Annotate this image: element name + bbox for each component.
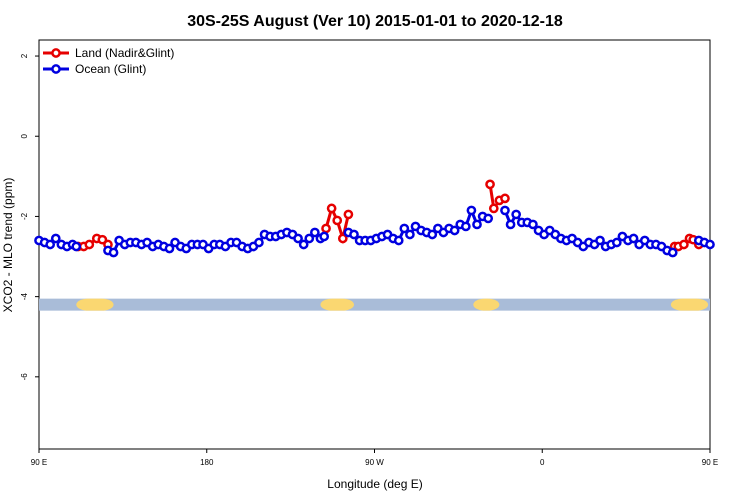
land-band-segment xyxy=(670,298,709,311)
x-axis: 90 E 180 90 W 0 90 E xyxy=(31,449,718,467)
data-point xyxy=(460,221,471,232)
land-band-segment xyxy=(76,298,114,311)
data-point xyxy=(500,193,510,204)
data-point xyxy=(611,237,622,248)
data-point xyxy=(310,227,320,238)
data-point xyxy=(45,239,56,250)
data-point xyxy=(84,239,95,250)
y-tick-label: 2 xyxy=(20,53,29,58)
x-tick-label: 180 xyxy=(200,458,214,467)
x-tick-label: 0 xyxy=(540,458,545,467)
data-point xyxy=(667,247,678,258)
data-point xyxy=(705,239,715,250)
data-point xyxy=(505,219,516,230)
y-tick-label: -6 xyxy=(20,373,29,381)
data-point xyxy=(595,235,605,246)
x-axis-label: Longitude (deg E) xyxy=(327,477,422,491)
data-point xyxy=(427,229,438,240)
data-point xyxy=(449,225,460,236)
data-point xyxy=(50,233,61,244)
data-point xyxy=(254,237,264,248)
data-point xyxy=(343,209,354,220)
data-point xyxy=(349,229,359,240)
ocean-band xyxy=(39,298,710,311)
data-point xyxy=(528,219,538,230)
data-point xyxy=(321,223,331,234)
data-point xyxy=(399,223,410,234)
data-point xyxy=(466,205,477,216)
land-ocean-band xyxy=(39,298,710,311)
y-axis: 2 0 -2 -4 -6 xyxy=(20,53,39,380)
data-point xyxy=(485,179,495,190)
data-point xyxy=(628,233,639,244)
data-point xyxy=(337,233,348,244)
data-point xyxy=(326,203,337,214)
data-point xyxy=(319,231,330,242)
y-tick-label: -4 xyxy=(20,293,29,301)
data-point xyxy=(293,233,303,244)
x-tick-label: 90 E xyxy=(702,458,718,467)
legend-marker xyxy=(51,48,61,58)
y-tick-label: 0 xyxy=(20,133,29,138)
series-layer xyxy=(34,179,715,258)
data-point xyxy=(405,229,415,240)
data-point xyxy=(332,215,343,226)
data-point xyxy=(108,247,119,258)
data-point xyxy=(304,233,315,244)
data-point xyxy=(488,203,499,214)
data-point xyxy=(298,239,309,250)
legend-label: Land (Nadir&Glint) xyxy=(75,46,174,60)
y-axis-label: XCO2 - MLO trend (ppm) xyxy=(1,178,15,313)
data-point xyxy=(511,209,522,220)
data-point xyxy=(71,241,82,252)
x-tick-label: 90 E xyxy=(31,458,47,467)
land-band-segment xyxy=(473,298,500,311)
data-point xyxy=(472,219,482,230)
data-point xyxy=(679,239,689,250)
data-point xyxy=(164,243,175,254)
data-point xyxy=(393,235,404,246)
legend: Land (Nadir&Glint) Ocean (Glint) xyxy=(43,46,174,76)
x-tick-label: 90 W xyxy=(365,458,384,467)
legend-marker xyxy=(51,64,61,74)
data-point xyxy=(483,213,494,224)
y-tick-label: -2 xyxy=(20,212,29,220)
chart-title: 30S-25S August (Ver 10) 2015-01-01 to 20… xyxy=(187,13,563,30)
data-point xyxy=(500,205,510,216)
legend-label: Ocean (Glint) xyxy=(75,62,146,76)
land-band-segment xyxy=(320,298,354,311)
